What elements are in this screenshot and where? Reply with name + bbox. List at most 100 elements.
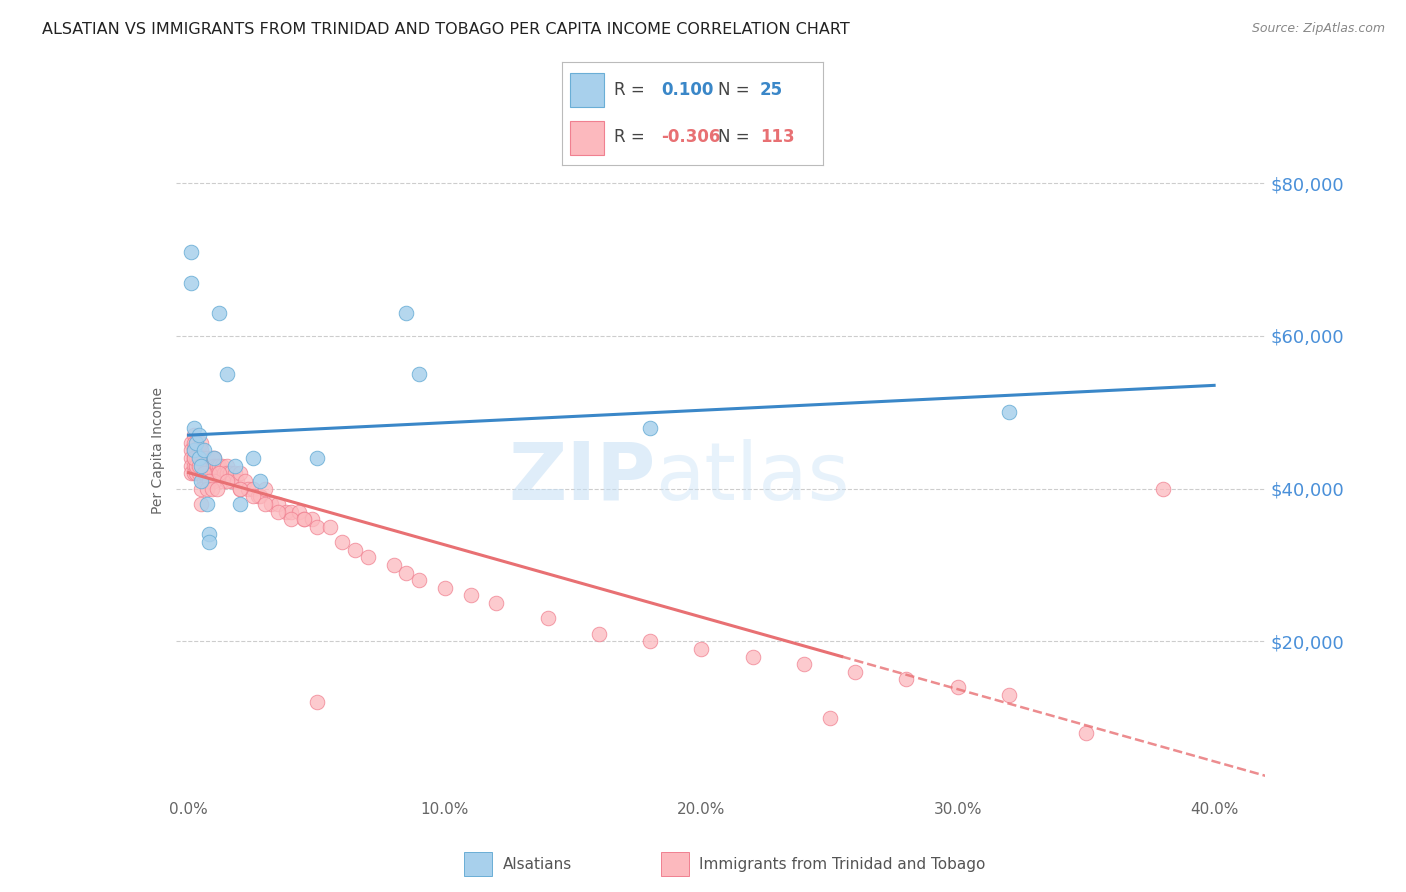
Point xyxy=(229,497,252,511)
Point xyxy=(318,520,340,534)
Point xyxy=(201,451,224,466)
Point xyxy=(215,467,238,481)
Point xyxy=(195,482,218,496)
Point xyxy=(305,695,328,709)
Y-axis label: Per Capita Income: Per Capita Income xyxy=(152,387,166,514)
Point xyxy=(193,451,215,466)
Point xyxy=(183,420,205,434)
Point xyxy=(205,482,228,496)
Point xyxy=(215,367,238,381)
Point xyxy=(1074,726,1097,740)
Point xyxy=(183,443,205,458)
Point xyxy=(198,467,221,481)
Point xyxy=(221,474,243,488)
Point xyxy=(998,405,1021,419)
Point xyxy=(208,467,231,481)
Point xyxy=(485,596,508,610)
Point xyxy=(202,451,225,466)
Point xyxy=(180,458,202,473)
Point xyxy=(301,512,323,526)
Point xyxy=(193,467,215,481)
Point xyxy=(638,420,661,434)
Point xyxy=(638,634,661,648)
Point xyxy=(246,489,269,503)
Point xyxy=(186,435,208,450)
Point xyxy=(180,276,202,290)
Point xyxy=(433,581,456,595)
Point xyxy=(190,497,212,511)
Point xyxy=(208,306,231,320)
Point xyxy=(226,474,249,488)
Point xyxy=(224,467,246,481)
Point xyxy=(183,428,205,442)
Point xyxy=(259,497,281,511)
Point xyxy=(195,497,218,511)
Point xyxy=(201,482,224,496)
Point xyxy=(202,474,225,488)
Point xyxy=(408,367,430,381)
Point xyxy=(180,451,202,466)
Point xyxy=(344,542,367,557)
Point xyxy=(211,474,233,488)
Point xyxy=(267,504,290,518)
Point xyxy=(183,467,205,481)
Point xyxy=(233,474,256,488)
Bar xyxy=(464,853,492,876)
Point xyxy=(201,458,224,473)
Point xyxy=(186,467,208,481)
Point xyxy=(187,458,209,473)
Point xyxy=(242,489,264,503)
Point xyxy=(242,451,264,466)
Point xyxy=(249,489,271,503)
Point xyxy=(193,474,215,488)
Point xyxy=(190,482,212,496)
Point xyxy=(357,550,380,565)
Point xyxy=(292,512,315,526)
Point xyxy=(190,458,212,473)
Point xyxy=(211,458,233,473)
Text: ALSATIAN VS IMMIGRANTS FROM TRINIDAD AND TOBAGO PER CAPITA INCOME CORRELATION CH: ALSATIAN VS IMMIGRANTS FROM TRINIDAD AND… xyxy=(42,22,851,37)
Point xyxy=(202,467,225,481)
Point xyxy=(218,467,240,481)
Point xyxy=(254,482,277,496)
Point xyxy=(215,474,238,488)
Point xyxy=(460,589,482,603)
Bar xyxy=(571,121,605,155)
Point xyxy=(190,443,212,458)
Point xyxy=(195,467,218,481)
Point xyxy=(208,467,231,481)
Point xyxy=(198,527,221,541)
Point xyxy=(205,458,228,473)
Point xyxy=(190,474,212,488)
Point xyxy=(187,458,209,473)
Text: -0.306: -0.306 xyxy=(661,128,721,146)
Text: 25: 25 xyxy=(761,81,783,99)
Point xyxy=(946,680,969,694)
Point xyxy=(193,443,215,458)
Point xyxy=(187,451,209,466)
Point xyxy=(195,474,218,488)
Point xyxy=(186,435,208,450)
Point xyxy=(183,451,205,466)
Point xyxy=(198,474,221,488)
Point xyxy=(187,451,209,466)
Point xyxy=(305,520,328,534)
Point xyxy=(844,665,866,679)
Point xyxy=(332,535,354,549)
Point xyxy=(254,497,277,511)
Point xyxy=(288,504,311,518)
Text: Alsatians: Alsatians xyxy=(503,857,572,871)
Point xyxy=(408,573,430,587)
Point xyxy=(818,710,841,724)
Point xyxy=(180,443,202,458)
Point xyxy=(280,512,302,526)
Point xyxy=(186,458,208,473)
Text: 0.100: 0.100 xyxy=(661,81,714,99)
Point xyxy=(202,451,225,466)
Text: R =: R = xyxy=(614,81,651,99)
Text: Source: ZipAtlas.com: Source: ZipAtlas.com xyxy=(1251,22,1385,36)
Point xyxy=(267,497,290,511)
Point xyxy=(187,428,209,442)
Point xyxy=(183,458,205,473)
Point xyxy=(186,458,208,473)
